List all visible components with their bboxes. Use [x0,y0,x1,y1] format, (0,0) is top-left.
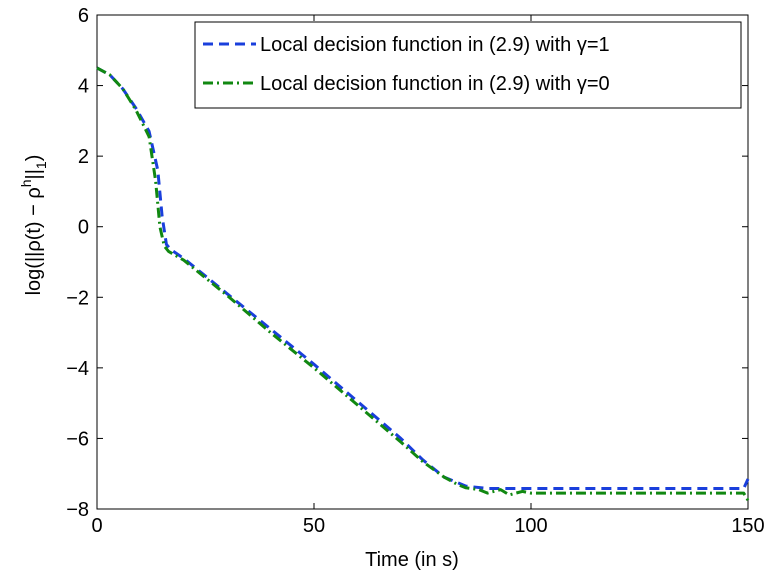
plot-frame [96,14,749,510]
x-axis-label: Time (in s) [365,549,459,571]
y-axis-label-sup: h [18,179,34,187]
x-tick-label: 100 [514,515,547,537]
legend-box [194,21,742,109]
x-tick-label: 150 [731,515,764,537]
y-axis-label-close: ) [23,155,45,162]
y-axis-label-main: log(||ρ(t) − ρ [23,187,45,295]
y-tick-label: 0 [78,217,89,239]
plot-area [96,14,749,510]
x-tick-label: 50 [303,515,325,537]
y-tick-label: 6 [78,5,89,27]
y-tick-label: 2 [78,146,89,168]
y-axis-label-sub: 1 [33,161,49,169]
y-axis-label-norm: || [23,169,45,179]
y-tick-label: −2 [66,287,89,309]
series-lines [96,66,750,501]
series-line-gamma-1 [96,66,750,490]
series-line-gamma-0 [96,66,750,501]
y-axis-label: log(||ρ(t) − ρh||1) [18,155,49,296]
legend-label-gamma-1: Local decision function in (2.9) with γ=… [260,34,610,56]
y-tick-label: 4 [78,76,89,98]
legend-label-gamma-0: Local decision function in (2.9) with γ=… [260,73,610,95]
y-tick-label: −6 [66,428,89,450]
x-tick-label: 0 [91,515,102,537]
legend: Local decision function in (2.9) with γ=… [194,21,742,109]
y-tick-label: −4 [66,358,89,380]
y-tick-label: −8 [66,499,89,521]
axis-ticks: 0 50 100 150 −8 −6 −4 −2 0 2 4 6 [66,5,765,537]
